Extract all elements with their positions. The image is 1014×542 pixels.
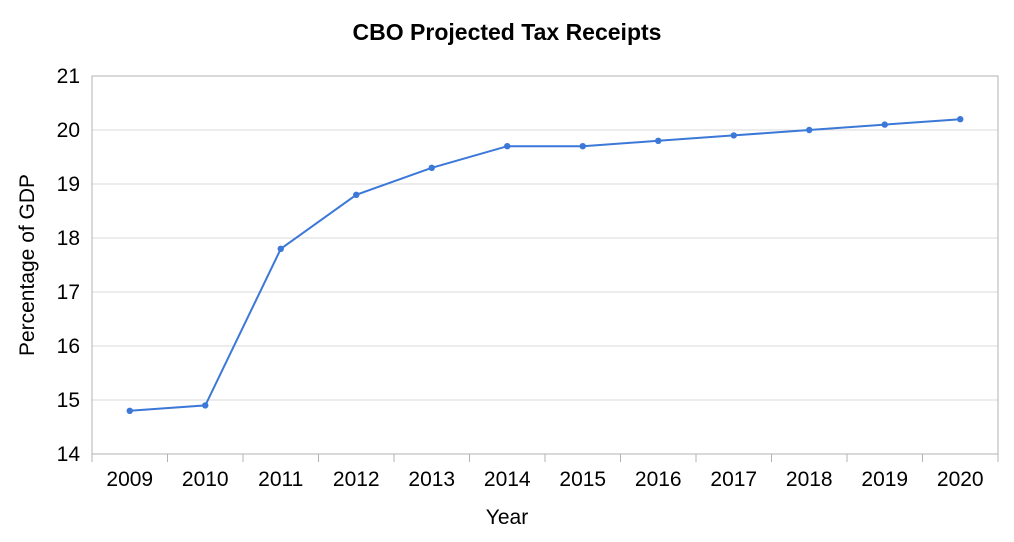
x-tick-label: 2019 [861,468,908,491]
x-tick-label: 2014 [484,468,531,491]
series-line [129,118,961,412]
x-tick-label: 2017 [710,468,757,491]
data-point [126,407,133,414]
x-tick-label: 2020 [937,468,984,491]
x-tick-label: 2016 [635,468,682,491]
data-point [881,121,888,128]
y-tick-label: 15 [57,389,80,412]
data-point [428,164,435,171]
data-point [730,132,737,139]
x-tick-label: 2018 [786,468,833,491]
data-point [504,143,511,150]
data-point [806,126,813,134]
data-point [579,143,586,150]
y-tick-label: 16 [57,335,80,358]
x-tick-label: 2013 [408,468,455,491]
x-axis-label: Year [486,506,528,529]
data-point [277,245,284,252]
y-axis-label: Percentage of GDP [16,174,39,356]
x-tick-label: 2011 [258,468,303,491]
x-tick-label: 2015 [559,468,606,491]
x-tick-label: 2010 [182,468,229,491]
y-tick-label: 20 [57,119,80,142]
y-tick-label: 21 [57,65,80,88]
y-tick-label: 19 [57,173,80,196]
data-point [353,191,360,198]
y-tick-label: 14 [57,443,81,466]
data-point [957,116,964,123]
x-axis-ticks: 2009 2010 2011 2012 2013 2014 2015 2016 2017 2018… [91,454,999,491]
gridlines [92,75,998,455]
series-layer [126,116,964,414]
y-axis-ticks: 14 15 16 17 18 19 20 21 [57,65,81,466]
data-point [202,402,209,409]
chart-title: CBO Projected Tax Receipts [353,19,662,45]
y-tick-label: 18 [57,227,80,250]
x-tick-label: 2009 [106,468,153,491]
y-tick-label: 17 [57,281,80,304]
x-tick-label: 2012 [333,468,380,491]
plot-frame [91,75,999,455]
data-point [655,137,662,144]
